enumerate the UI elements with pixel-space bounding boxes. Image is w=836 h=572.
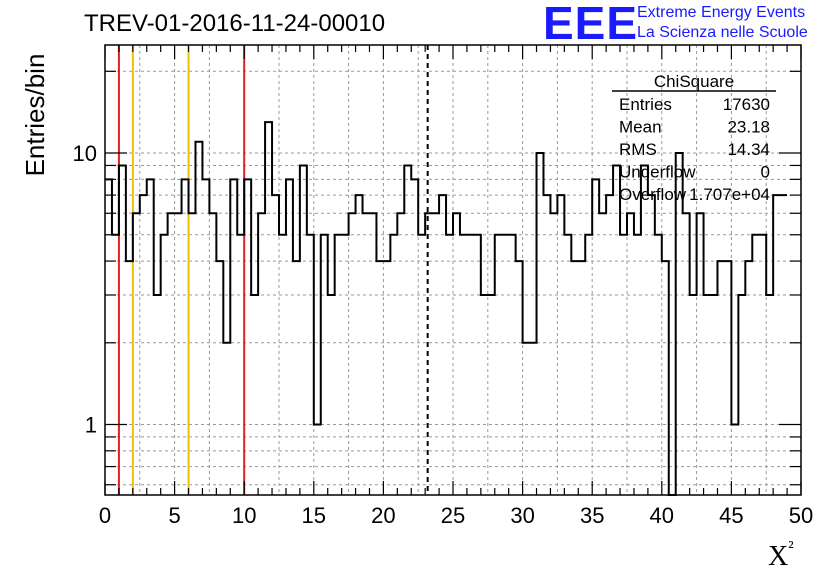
histogram-line: [105, 121, 788, 496]
stats-row-label: RMS: [619, 140, 657, 159]
x-tick-label: 5: [168, 503, 180, 528]
tick-labels: 0 5 10 15 20 25 30 35 40 45 50 1 10: [73, 141, 814, 528]
stats-row-label: Overflow: [619, 185, 687, 204]
x-axis-title-sup: ²: [788, 537, 793, 557]
chart-title: TREV-01-2016-11-24-00010: [84, 10, 386, 37]
x-axis-title: X²: [768, 537, 794, 572]
x-tick-label: 40: [650, 503, 674, 528]
cut-lines: [117, 45, 246, 495]
stats-row-label: Underflow: [619, 163, 696, 182]
x-tick-label: 45: [719, 503, 743, 528]
stats-row-value: 1.707e+04: [689, 185, 770, 204]
y-axis-title: Entries/bin: [20, 54, 50, 177]
x-tick-label: 30: [510, 503, 534, 528]
x-tick-label: 10: [232, 503, 256, 528]
stats-row-label: Entries: [619, 95, 672, 114]
x-tick-label: 50: [789, 503, 813, 528]
stats-box: ChiSquare Entries 17630 Mean 23.18 RMS 14.34 Un…: [612, 72, 776, 204]
stats-row-value: 17630: [723, 95, 770, 114]
x-tick-label: 0: [99, 503, 111, 528]
stats-row-value: 0: [761, 163, 770, 182]
logo-tagline-2: La Scienza nelle Scuole: [637, 24, 808, 41]
y-tick-label: 10: [73, 141, 97, 166]
axis-ticks: [104, 45, 802, 495]
y-tick-label: 1: [85, 413, 97, 438]
stats-row-label: Mean: [619, 118, 662, 137]
stats-row-value: 14.34: [727, 140, 770, 159]
stats-row-value: 23.18: [727, 118, 770, 137]
logo-tagline-1: Extreme Energy Events: [637, 4, 806, 21]
x-tick-label: 35: [580, 503, 604, 528]
x-tick-label: 25: [441, 503, 465, 528]
x-tick-label: 15: [302, 503, 326, 528]
eee-logo: EEE: [543, 0, 639, 49]
stats-box-name: ChiSquare: [654, 72, 734, 91]
x-axis-title-base: X: [768, 541, 788, 572]
x-tick-label: 20: [371, 503, 395, 528]
